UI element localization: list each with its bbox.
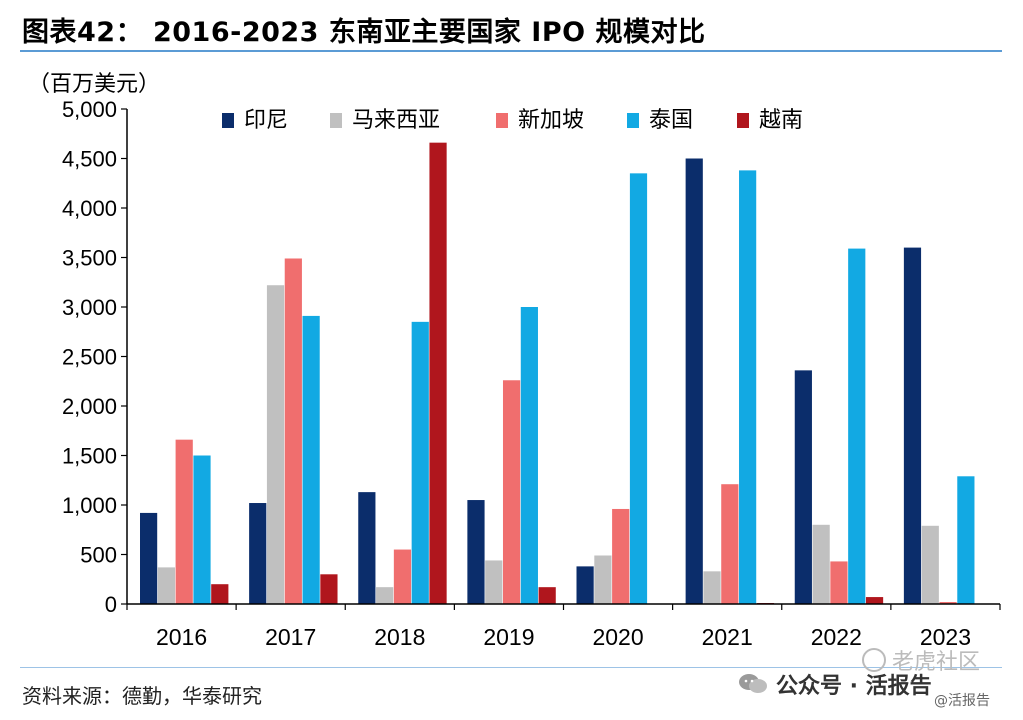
legend-swatch-1 — [330, 113, 342, 128]
legend-swatch-4 — [737, 113, 749, 128]
bar-2020-1 — [594, 555, 612, 604]
bar-2019-1 — [485, 560, 503, 604]
bar-2018-4 — [429, 142, 447, 604]
wechat-icon — [739, 674, 767, 693]
bar-2023-1 — [921, 525, 939, 604]
tiger-logo-icon — [862, 648, 886, 672]
x-tick-label: 2018 — [374, 624, 425, 650]
bar-2016-0 — [140, 512, 158, 604]
y-tick-label: 500 — [80, 543, 117, 568]
y-tick-label: 5,000 — [62, 97, 117, 122]
bar-2019-3 — [520, 307, 538, 604]
bar-2017-2 — [284, 258, 302, 604]
x-axis: 2016 2017 2018 2019 2020 2021 2022 2023 — [126, 603, 1001, 650]
bar-2021-0 — [685, 158, 703, 604]
bar-2017-0 — [249, 503, 267, 604]
bar-series — [140, 142, 975, 604]
bar-2016-2 — [175, 439, 193, 604]
bar-2018-0 — [358, 492, 376, 604]
source-divider — [20, 667, 1002, 668]
bar-2021-1 — [703, 571, 721, 604]
bar-2022-4 — [865, 597, 884, 604]
x-tick-label: 2019 — [483, 624, 534, 650]
bar-2021-2 — [721, 484, 739, 604]
bar-2020-3 — [629, 173, 648, 604]
title-divider — [20, 50, 1002, 52]
bar-2017-3 — [302, 315, 320, 604]
x-tick-label: 2017 — [265, 624, 316, 650]
bar-2021-3 — [739, 170, 757, 604]
legend-label-0: 印尼 — [244, 108, 288, 133]
bar-2017-4 — [320, 574, 338, 604]
legend-label-2: 新加坡 — [518, 108, 584, 133]
bar-2020-2 — [612, 508, 630, 604]
bar-2018-1 — [376, 587, 394, 604]
chart-legend: 印尼 马来西亚 新加坡 泰国 越南 — [222, 108, 803, 133]
bar-2023-3 — [957, 476, 975, 604]
y-axis: 0 500 1,000 1,500 2,000 2,500 3,000 3,500 4,000 4… — [62, 97, 128, 617]
bar-2018-2 — [393, 549, 412, 604]
bar-2023-2 — [939, 602, 957, 604]
bar-2020-0 — [576, 566, 594, 604]
y-tick-label: 4,500 — [62, 147, 117, 172]
y-tick-label: 0 — [105, 592, 117, 617]
y-tick-label: 1,000 — [62, 493, 117, 518]
legend-swatch-3 — [627, 113, 639, 128]
bar-2022-2 — [830, 561, 848, 604]
bar-2019-4 — [538, 587, 556, 604]
watermark-wechat-text: 公众号 · 活报告 — [776, 674, 932, 699]
legend-swatch-0 — [222, 113, 234, 128]
x-tick-label: 2016 — [156, 624, 207, 650]
bar-2022-1 — [812, 524, 830, 604]
watermark-tiger-text: 老虎社区 — [892, 650, 981, 675]
bar-2016-4 — [211, 584, 229, 604]
x-tick-label: 2022 — [811, 624, 862, 650]
y-tick-label: 4,000 — [62, 196, 117, 221]
source-note: 资料来源：德勤，华泰研究 — [22, 684, 262, 708]
bar-2023-0 — [903, 247, 922, 604]
bar-2019-2 — [502, 380, 521, 604]
y-tick-label: 3,000 — [62, 295, 117, 320]
bar-2016-1 — [157, 567, 175, 604]
x-tick-label: 2023 — [920, 624, 971, 650]
x-tick-label: 2021 — [702, 624, 753, 650]
legend-swatch-2 — [496, 113, 508, 128]
bar-2019-0 — [467, 500, 485, 604]
bar-2022-3 — [848, 248, 866, 604]
watermark-tiger: 老虎社区 — [862, 644, 980, 676]
y-tick-label: 1,500 — [62, 444, 117, 469]
watermark-wechat: 公众号 · 活报告 — [738, 666, 932, 702]
bar-2017-1 — [266, 285, 285, 604]
legend-label-3: 泰国 — [649, 108, 693, 133]
y-tick-label: 3,500 — [62, 246, 117, 271]
y-tick-label: 2,000 — [62, 394, 117, 419]
watermark-handle: @活报告 — [934, 693, 990, 709]
bar-2016-3 — [193, 455, 211, 604]
page-title: 图表42： 2016-2023 东南亚主要国家 IPO 规模对比 — [22, 17, 706, 48]
y-axis-unit-label: （百万美元） — [28, 72, 161, 97]
bar-2018-3 — [411, 321, 429, 604]
x-tick-label: 2020 — [592, 624, 643, 650]
legend-label-1: 马来西亚 — [352, 108, 440, 133]
y-tick-label: 2,500 — [62, 345, 117, 370]
legend-label-4: 越南 — [759, 108, 803, 133]
bar-2022-0 — [794, 370, 812, 604]
